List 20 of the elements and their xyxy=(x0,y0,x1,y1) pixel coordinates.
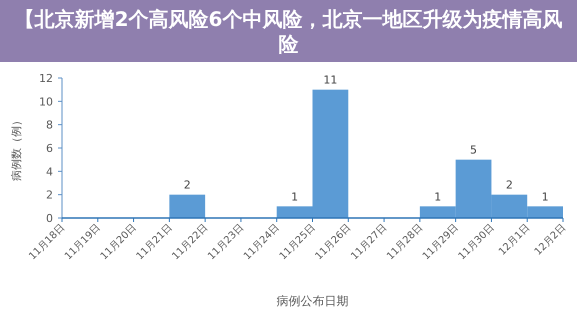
y-tick-label: 0 xyxy=(46,212,53,225)
y-tick-label: 10 xyxy=(39,95,53,108)
x-tick-label: 12月2日 xyxy=(532,222,568,258)
x-tick-label: 12月1日 xyxy=(496,222,532,258)
data-label: 2 xyxy=(506,178,513,192)
data-label: 1 xyxy=(542,190,549,204)
y-tick-label: 12 xyxy=(39,72,53,85)
data-label: 11 xyxy=(323,74,338,87)
y-tick-label: 4 xyxy=(46,165,53,178)
y-axis-title: 病例数（例） xyxy=(10,115,23,181)
data-label: 5 xyxy=(470,144,478,157)
y-tick-label: 6 xyxy=(46,142,53,155)
x-axis-title: 病例公布日期 xyxy=(276,294,348,308)
data-label: 2 xyxy=(184,178,191,192)
x-tick-label: 11月30日 xyxy=(456,222,497,262)
data-label: 1 xyxy=(434,190,442,204)
data-label: 1 xyxy=(291,190,298,204)
y-tick-label: 8 xyxy=(46,118,53,132)
chart-title: 【北京新增2个高风险6个中风险，北京一地区升级为疫情高风险 xyxy=(14,7,562,56)
y-tick-label: 2 xyxy=(46,188,53,202)
